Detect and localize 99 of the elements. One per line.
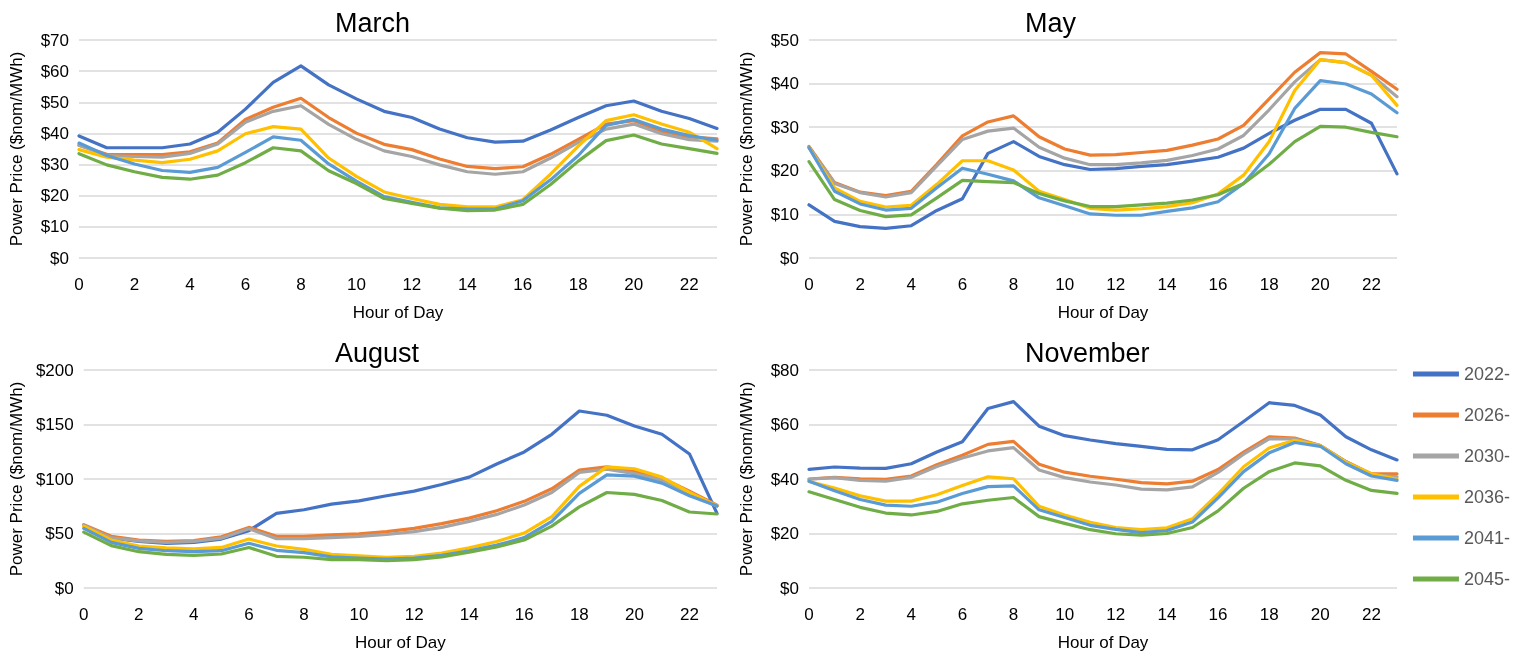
y-tick-label: $70 xyxy=(40,30,69,50)
x-tick-label: 20 xyxy=(624,275,644,294)
x-tick-label: 8 xyxy=(1008,275,1019,294)
legend-label: 2041- xyxy=(1463,528,1511,548)
x-tick-label: 12 xyxy=(402,275,422,294)
line-series xyxy=(77,64,719,150)
x-tick-label: 6 xyxy=(957,275,968,294)
x-axis-title: Hour of Day xyxy=(352,303,444,322)
x-tick-label: 14 xyxy=(1157,275,1177,294)
y-tick-label: $50 xyxy=(40,92,69,112)
x-axis-title: Hour of Day xyxy=(1057,303,1149,322)
x-tick-label: 4 xyxy=(906,605,916,624)
line-series xyxy=(77,104,719,176)
x-tick-label: 4 xyxy=(185,275,195,294)
x-axis-title: Hour of Day xyxy=(1057,633,1149,652)
x-tick-label: 18 xyxy=(568,275,588,294)
x-tick-label: 14 xyxy=(1157,605,1177,624)
y-tick-label: $50 xyxy=(45,524,74,543)
x-tick-label: 20 xyxy=(1310,605,1330,624)
y-tick-label: $20 xyxy=(770,161,799,181)
y-tick-label: $20 xyxy=(770,524,799,543)
y-axis-title: Power Price ($nom/MWh) xyxy=(7,381,26,577)
x-tick-label: 2 xyxy=(134,605,144,624)
y-tick-label: $0 xyxy=(780,578,799,598)
y-tick-label: $100 xyxy=(35,469,74,489)
line-series xyxy=(807,107,1399,230)
line-series xyxy=(807,124,1399,219)
y-tick-label: $30 xyxy=(40,155,69,175)
x-tick-label: 18 xyxy=(1259,275,1279,294)
x-tick-label: 10 xyxy=(1055,275,1075,294)
x-tick-label: 8 xyxy=(299,605,309,624)
x-tick-label: 2 xyxy=(129,275,140,294)
y-tick-label: $20 xyxy=(40,186,69,206)
line-series xyxy=(807,461,1399,537)
x-tick-label: 14 xyxy=(459,605,479,624)
y-tick-label: $150 xyxy=(35,415,74,434)
x-tick-label: 12 xyxy=(1106,605,1126,624)
y-tick-label: $40 xyxy=(40,123,69,143)
legend-label: 2030- xyxy=(1463,446,1511,466)
y-tick-label: $200 xyxy=(35,360,74,380)
x-tick-label: 20 xyxy=(624,605,644,624)
x-tick-label: 2 xyxy=(855,605,865,624)
x-tick-label: 0 xyxy=(804,275,814,294)
x-tick-label: 16 xyxy=(1208,605,1228,624)
line-series xyxy=(77,133,719,213)
x-tick-label: 10 xyxy=(1055,605,1075,624)
line-series xyxy=(807,400,1399,472)
y-tick-label: $40 xyxy=(770,469,799,489)
y-axis-title: Power Price ($nom/MWh) xyxy=(737,51,756,247)
legend-label: 2026- xyxy=(1463,405,1511,425)
x-tick-label: 8 xyxy=(296,275,306,294)
x-tick-label: 16 xyxy=(1208,275,1228,294)
x-tick-label: 22 xyxy=(1361,605,1381,624)
y-tick-label: $40 xyxy=(770,74,799,94)
y-axis-title: Power Price ($nom/MWh) xyxy=(7,51,26,247)
x-tick-label: 12 xyxy=(1106,275,1126,294)
x-tick-label: 2 xyxy=(855,275,865,294)
x-tick-label: 12 xyxy=(404,605,424,624)
x-tick-label: 10 xyxy=(349,605,369,624)
x-tick-label: 10 xyxy=(346,275,366,294)
x-tick-label: 0 xyxy=(78,605,89,624)
x-tick-label: 22 xyxy=(680,605,699,624)
y-tick-label: $30 xyxy=(770,117,799,137)
x-tick-label: 22 xyxy=(679,275,699,294)
x-tick-label: 18 xyxy=(569,605,589,624)
y-tick-label: $10 xyxy=(40,217,69,237)
y-tick-label: $0 xyxy=(50,248,69,268)
x-tick-label: 4 xyxy=(906,275,916,294)
x-tick-label: 16 xyxy=(514,605,534,624)
x-tick-label: 6 xyxy=(240,275,251,294)
x-tick-label: 6 xyxy=(957,605,968,624)
y-tick-label: $60 xyxy=(770,415,799,434)
x-axis-title: Hour of Day xyxy=(355,633,447,652)
legend-label: 2045- xyxy=(1463,569,1511,589)
legend-label: 2036- xyxy=(1463,487,1511,507)
x-tick-label: 4 xyxy=(189,605,199,624)
x-tick-label: 22 xyxy=(1361,275,1381,294)
chart-title: August xyxy=(335,337,420,368)
y-tick-label: $0 xyxy=(780,248,799,268)
x-tick-label: 18 xyxy=(1259,605,1279,624)
x-tick-label: 8 xyxy=(1008,605,1019,624)
y-axis-title: Power Price ($nom/MWh) xyxy=(737,381,756,577)
line-series xyxy=(82,490,719,563)
y-tick-label: $0 xyxy=(54,578,74,598)
x-tick-label: 0 xyxy=(74,275,84,294)
chart-title: November xyxy=(1025,337,1150,368)
x-tick-label: 20 xyxy=(1310,275,1330,294)
legend-label: 2022- xyxy=(1463,364,1511,384)
chart-title: May xyxy=(1025,7,1077,38)
y-tick-label: $80 xyxy=(770,360,799,380)
line-series xyxy=(807,78,1399,217)
x-tick-label: 0 xyxy=(804,605,814,624)
y-tick-label: $10 xyxy=(770,204,799,224)
x-tick-label: 16 xyxy=(513,275,533,294)
y-tick-label: $50 xyxy=(770,30,799,50)
chart-title: March xyxy=(335,7,411,38)
x-tick-label: 6 xyxy=(244,605,254,624)
y-tick-label: $60 xyxy=(40,61,69,81)
x-tick-label: 14 xyxy=(457,275,477,294)
